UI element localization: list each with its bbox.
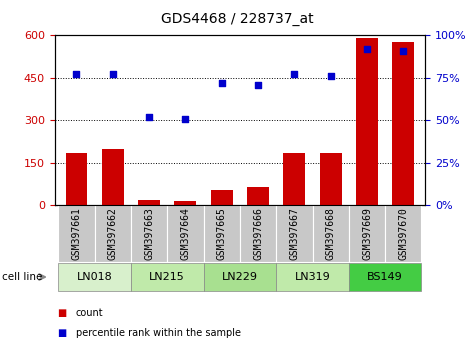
Point (73, 72, 80, 77)
Bar (356, 38, 378, 205)
Point (363, 46, 371, 52)
Text: LN215: LN215 (149, 272, 185, 282)
Point (327, 73, 334, 79)
Bar (284, 153, 305, 205)
Text: GSM397670: GSM397670 (399, 207, 408, 260)
Text: LN319: LN319 (294, 272, 331, 282)
Bar (349, 263, 421, 291)
Point (218, 80, 226, 86)
Point (145, 114, 153, 120)
Point (109, 72, 116, 77)
Text: BS149: BS149 (367, 272, 403, 282)
Bar (66, 153, 87, 205)
Bar (167, 205, 204, 262)
Text: ■: ■ (57, 328, 66, 338)
Point (291, 72, 298, 77)
Bar (102, 149, 124, 205)
Text: GSM397662: GSM397662 (108, 207, 118, 260)
Text: GSM397665: GSM397665 (217, 207, 227, 260)
Bar (276, 205, 313, 262)
Text: GSM397663: GSM397663 (144, 207, 154, 260)
Text: GSM397664: GSM397664 (180, 207, 190, 260)
Bar (95, 205, 131, 262)
Bar (320, 153, 342, 205)
Bar (313, 205, 349, 262)
Point (254, 82, 262, 87)
Text: LN018: LN018 (76, 272, 113, 282)
Bar (174, 201, 196, 205)
Point (399, 48, 407, 53)
Bar (247, 187, 269, 205)
Bar (240, 205, 276, 262)
Text: GSM397661: GSM397661 (71, 207, 81, 260)
Text: cell line: cell line (2, 272, 43, 282)
Bar (392, 42, 414, 205)
Text: LN229: LN229 (222, 272, 258, 282)
Bar (131, 205, 167, 262)
Bar (138, 200, 160, 205)
Text: GSM397668: GSM397668 (326, 207, 336, 260)
Bar (204, 263, 276, 291)
Bar (58, 263, 131, 291)
Text: GSM397666: GSM397666 (253, 207, 263, 260)
Text: GSM397669: GSM397669 (362, 207, 372, 260)
Text: GDS4468 / 228737_at: GDS4468 / 228737_at (161, 12, 314, 27)
Bar (58, 205, 95, 262)
Text: ■: ■ (57, 308, 66, 318)
Bar (349, 205, 385, 262)
Bar (204, 205, 240, 262)
Text: percentile rank within the sample: percentile rank within the sample (76, 328, 241, 338)
Point (181, 116, 189, 121)
Text: GSM397667: GSM397667 (289, 207, 299, 260)
Bar (211, 190, 233, 205)
Bar (385, 205, 421, 262)
Bar (276, 263, 349, 291)
Text: count: count (76, 308, 104, 318)
Bar (131, 263, 204, 291)
